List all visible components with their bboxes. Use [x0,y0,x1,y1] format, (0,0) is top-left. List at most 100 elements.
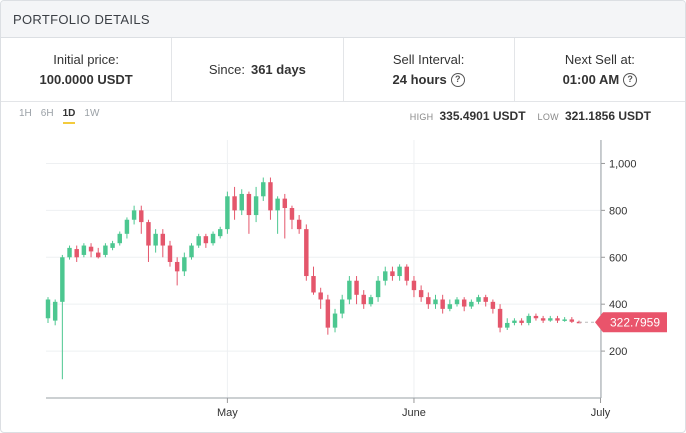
candle-body [318,292,323,300]
next-sell-value-wrap: 01:00 AM ? [563,72,638,87]
candle-body [296,219,302,230]
price-tag-shape [595,312,667,333]
candle-body [548,318,553,321]
candle-body [411,280,417,291]
candle-body [426,297,431,305]
tab-6h[interactable]: 6H [40,108,54,119]
since-label: Since: [208,62,245,77]
next-sell-value: 01:00 AM [562,72,620,87]
candle-body [375,280,381,298]
candle-series [45,177,601,380]
candle-body [167,245,173,262]
candle-body [117,233,122,244]
candle-body [512,320,517,323]
candle-body [433,299,438,305]
candle-body [533,315,539,319]
candle-body [282,198,288,209]
candle-body [368,297,374,305]
candle-body [490,301,496,309]
candle-body [275,198,280,211]
candle-body [332,313,338,328]
candle-body [182,257,187,272]
question-circle-icon[interactable]: ? [623,72,638,87]
chart-toolbar: 1H 6H 1D 1W HIGH 335.4901 USDT LOW 321.1… [1,102,685,130]
candle-body [196,236,201,246]
tab-1w[interactable]: 1W [84,108,100,119]
candle-body [505,322,510,328]
high-value: 335.4901 USDT [439,109,526,123]
sell-interval-label: Sell Interval: [392,52,465,67]
candle-body [390,271,395,277]
candle-body [325,299,331,328]
candle-body [469,301,474,307]
candle-body [124,219,130,234]
candle-body [354,280,359,295]
y-tick-label: 200 [609,346,627,358]
question-circle-icon[interactable]: ? [450,72,465,87]
sell-interval-value: 24 hours [392,72,447,87]
candle-body [60,257,65,302]
current-price-tag: 322.7959 [595,312,667,333]
candle-body [246,193,252,216]
sell-interval-cell: Sell Interval: 24 hours ? [344,38,515,101]
panel-title: PORTFOLIO DETAILS [13,11,150,27]
candle-body [139,210,144,223]
candle-body [67,247,72,258]
high-label: HIGH [409,112,434,122]
candle-body [96,252,101,258]
candle-body [253,196,259,216]
low-value: 321.1856 USDT [564,109,651,123]
candle-body [160,233,166,246]
stats-row: Initial price: 100.0000 USDT Since: 361 … [1,38,685,102]
candle-body [131,210,137,220]
candle-body [397,266,402,277]
candle-body [110,243,115,248]
y-tick-label: 800 [609,205,627,217]
candle-body [268,182,273,211]
candle-body [440,299,445,309]
initial-price-cell: Initial price: 100.0000 USDT [1,38,173,101]
candle-body [526,315,531,323]
current-price-label: 322.7959 [610,315,660,329]
candle-body [454,299,460,305]
candle-body [153,233,158,246]
candlestick-chart[interactable]: 1,000 800 600 400 200 May June July 322.7959 [1,132,685,432]
next-sell-cell: Next Sell at: 01:00 AM ? [515,38,685,101]
x-tick-label: May [217,407,238,419]
candle-body [483,297,488,302]
candle-body [261,182,266,197]
since-cell: Since: 361 days [172,38,344,101]
x-tick-label: June [402,407,426,419]
candle-body [174,261,180,272]
candle-body [519,320,524,323]
candle-body [225,196,230,230]
panel-header: PORTFOLIO DETAILS [1,1,685,38]
initial-price-value: 100.0000 USDT [39,72,133,87]
candle-body [52,301,58,321]
candle-body [497,308,503,328]
candle-body [361,294,366,305]
candle-body [74,249,79,258]
candle-body [146,222,151,246]
candle-body [555,318,560,321]
y-tick-label: 400 [609,299,627,311]
candle-body [347,280,352,300]
candle-body [569,319,575,322]
candle-body [189,245,194,258]
candle-body [339,299,345,314]
candle-body [81,245,87,255]
candle-body [540,318,546,321]
candle-body [383,271,388,281]
tab-1d[interactable]: 1D [62,108,76,124]
since-value: 361 days [250,62,306,77]
tab-1h[interactable]: 1H [19,108,32,119]
candle-body [404,266,410,281]
sell-interval-value-wrap: 24 hours ? [393,72,465,87]
y-tick-label: 1,000 [609,158,637,170]
chart-grid [46,140,602,398]
low-label: LOW [537,112,559,122]
candle-body [304,229,309,277]
high-low-summary: HIGH 335.4901 USDT LOW 321.1856 USDT [410,109,657,123]
candle-body [88,246,94,252]
candle-body [418,290,424,298]
